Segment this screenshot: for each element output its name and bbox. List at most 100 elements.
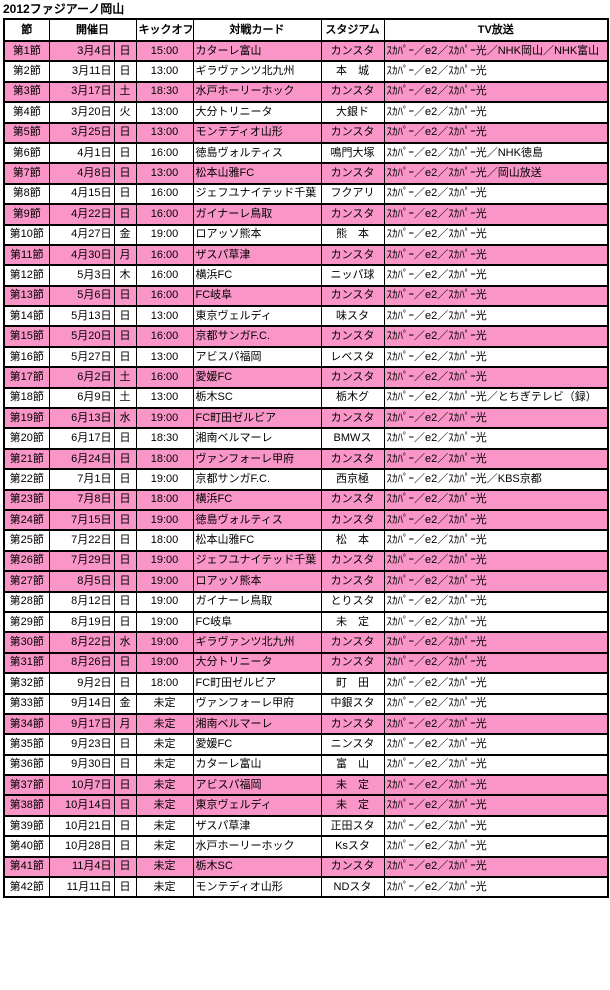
stadium-cell: ニンスタ	[320, 733, 385, 756]
opponent-cell: ロアッソ熊本	[192, 570, 322, 593]
date-cell: 10月7日	[48, 774, 115, 797]
tv-cell: ｽｶﾊﾟｰ／e2／ｽｶﾊﾟｰ光	[383, 447, 609, 471]
kickoff-cell: 未定	[135, 814, 194, 838]
day-cell: 水	[113, 631, 137, 654]
tv-cell: ｽｶﾊﾟｰ／e2／ｽｶﾊﾟｰ光	[383, 407, 609, 430]
day-cell: 日	[113, 488, 137, 512]
schedule-row: 第41節 11月4日 日 未定 栃木SC カンスタ ｽｶﾊﾟｰ／e2／ｽｶﾊﾟｰ…	[3, 855, 609, 879]
stadium-cell: 西京極	[320, 468, 385, 491]
round-cell: 第20節	[3, 427, 50, 450]
kickoff-cell: 16:00	[135, 366, 194, 389]
schedule-row: 第18節 6月9日 土 13:00 栃木SC 栃木グ ｽｶﾊﾟｰ／e2／ｽｶﾊﾟ…	[3, 386, 609, 410]
tv-cell: ｽｶﾊﾟｰ／e2／ｽｶﾊﾟｰ光	[383, 814, 609, 838]
opponent-cell: 栃木SC	[192, 386, 322, 410]
tv-cell: ｽｶﾊﾟｰ／e2／ｽｶﾊﾟｰ光	[383, 794, 609, 817]
opponent-cell: アビスパ福岡	[192, 345, 322, 369]
date-cell: 7月8日	[48, 488, 115, 512]
stadium-cell: カンスタ	[320, 80, 385, 104]
tv-cell: ｽｶﾊﾟｰ／e2／ｽｶﾊﾟｰ光	[383, 875, 609, 899]
schedule-row: 第16節 5月27日 日 13:00 アビスパ福岡 レベスタ ｽｶﾊﾟｰ／e2／…	[3, 345, 609, 369]
opponent-cell: ヴァンフォーレ甲府	[192, 447, 322, 471]
schedule-row: 第21節 6月24日 日 18:00 ヴァンフォーレ甲府 カンスタ ｽｶﾊﾟｰ／…	[3, 447, 609, 471]
date-cell: 9月17日	[48, 712, 115, 736]
date-cell: 5月3日	[48, 264, 115, 287]
day-cell: 月	[113, 243, 137, 267]
stadium-cell: カンスタ	[320, 39, 385, 63]
opponent-cell: 湘南ベルマーレ	[192, 427, 322, 450]
tv-cell: ｽｶﾊﾟｰ／e2／ｽｶﾊﾟｰ光	[383, 570, 609, 593]
kickoff-cell: 19:00	[135, 223, 194, 246]
round-cell: 第28節	[3, 590, 50, 613]
schedule-row: 第6節 4月1日 日 16:00 徳島ヴォルティス 鳴門大塚 ｽｶﾊﾟｰ／e2／…	[3, 141, 609, 165]
date-cell: 5月13日	[48, 305, 115, 328]
kickoff-cell: 16:00	[135, 182, 194, 206]
day-cell: 土	[113, 366, 137, 389]
round-cell: 第38節	[3, 794, 50, 817]
round-cell: 第34節	[3, 712, 50, 736]
day-cell: 月	[113, 712, 137, 736]
stadium-cell: カンスタ	[320, 488, 385, 512]
round-cell: 第22節	[3, 468, 50, 491]
opponent-cell: ジェフユナイテッド千葉	[192, 549, 322, 573]
kickoff-cell: 18:00	[135, 488, 194, 512]
round-cell: 第41節	[3, 855, 50, 879]
tv-cell: ｽｶﾊﾟｰ／e2／ｽｶﾊﾟｰ光	[383, 60, 609, 83]
opponent-cell: 京都サンガF.C.	[192, 468, 322, 491]
stadium-cell: カンスタ	[320, 549, 385, 573]
stadium-cell: 栃木グ	[320, 386, 385, 410]
kickoff-cell: 19:00	[135, 407, 194, 430]
day-cell: 日	[113, 39, 137, 63]
date-cell: 8月12日	[48, 590, 115, 613]
col-header-kickoff: キックオフ	[135, 18, 194, 42]
date-cell: 7月22日	[48, 529, 115, 552]
opponent-cell: ガイナーレ鳥取	[192, 590, 322, 613]
day-cell: 日	[113, 305, 137, 328]
kickoff-cell: 未定	[135, 733, 194, 756]
tv-cell: ｽｶﾊﾟｰ／e2／ｽｶﾊﾟｰ光／NHK岡山／NHK富山	[383, 39, 609, 63]
stadium-cell: カンスタ	[320, 570, 385, 593]
date-cell: 9月23日	[48, 733, 115, 756]
stadium-cell: カンスタ	[320, 162, 385, 185]
kickoff-cell: 13:00	[135, 121, 194, 144]
schedule-row: 第12節 5月3日 木 16:00 横浜FC ニッパ球 ｽｶﾊﾟｰ／e2／ｽｶﾊ…	[3, 264, 609, 287]
schedule-row: 第27節 8月5日 日 19:00 ロアッソ熊本 カンスタ ｽｶﾊﾟｰ／e2／ｽ…	[3, 570, 609, 593]
round-cell: 第35節	[3, 733, 50, 756]
day-cell: 日	[113, 794, 137, 817]
round-cell: 第40節	[3, 835, 50, 858]
round-cell: 第26節	[3, 549, 50, 573]
round-cell: 第7節	[3, 162, 50, 185]
opponent-cell: アビスパ福岡	[192, 774, 322, 797]
date-cell: 4月8日	[48, 162, 115, 185]
round-cell: 第1節	[3, 39, 50, 63]
date-cell: 10月21日	[48, 814, 115, 838]
opponent-cell: ヴァンフォーレ甲府	[192, 692, 322, 715]
day-cell: 日	[113, 590, 137, 613]
kickoff-cell: 19:00	[135, 651, 194, 675]
schedule-row: 第7節 4月8日 日 13:00 松本山雅FC カンスタ ｽｶﾊﾟｰ／e2／ｽｶ…	[3, 162, 609, 185]
round-cell: 第15節	[3, 325, 50, 348]
opponent-cell: 横浜FC	[192, 488, 322, 512]
round-cell: 第30節	[3, 631, 50, 654]
schedule-row: 第20節 6月17日 日 18:30 湘南ベルマーレ BMWス ｽｶﾊﾟｰ／e2…	[3, 427, 609, 450]
schedule-row: 第3節 3月17日 土 18:30 水戸ホーリーホック カンスタ ｽｶﾊﾟｰ／e…	[3, 80, 609, 104]
schedule-row: 第17節 6月2日 土 16:00 愛媛FC カンスタ ｽｶﾊﾟｰ／e2／ｽｶﾊ…	[3, 366, 609, 389]
date-cell: 6月9日	[48, 386, 115, 410]
round-cell: 第23節	[3, 488, 50, 512]
tv-cell: ｽｶﾊﾟｰ／e2／ｽｶﾊﾟｰ光	[383, 733, 609, 756]
round-cell: 第11節	[3, 243, 50, 267]
tv-cell: ｽｶﾊﾟｰ／e2／ｽｶﾊﾟｰ光	[383, 325, 609, 348]
stadium-cell: 正田スタ	[320, 814, 385, 838]
round-cell: 第36節	[3, 753, 50, 777]
round-cell: 第32節	[3, 672, 50, 695]
kickoff-cell: 未定	[135, 794, 194, 817]
kickoff-cell: 13:00	[135, 345, 194, 369]
day-cell: 日	[113, 835, 137, 858]
day-cell: 日	[113, 447, 137, 471]
kickoff-cell: 16:00	[135, 284, 194, 308]
opponent-cell: ギラヴァンツ北九州	[192, 631, 322, 654]
kickoff-cell: 16:00	[135, 203, 194, 226]
kickoff-cell: 未定	[135, 712, 194, 736]
stadium-cell: とりスタ	[320, 590, 385, 613]
day-cell: 日	[113, 774, 137, 797]
